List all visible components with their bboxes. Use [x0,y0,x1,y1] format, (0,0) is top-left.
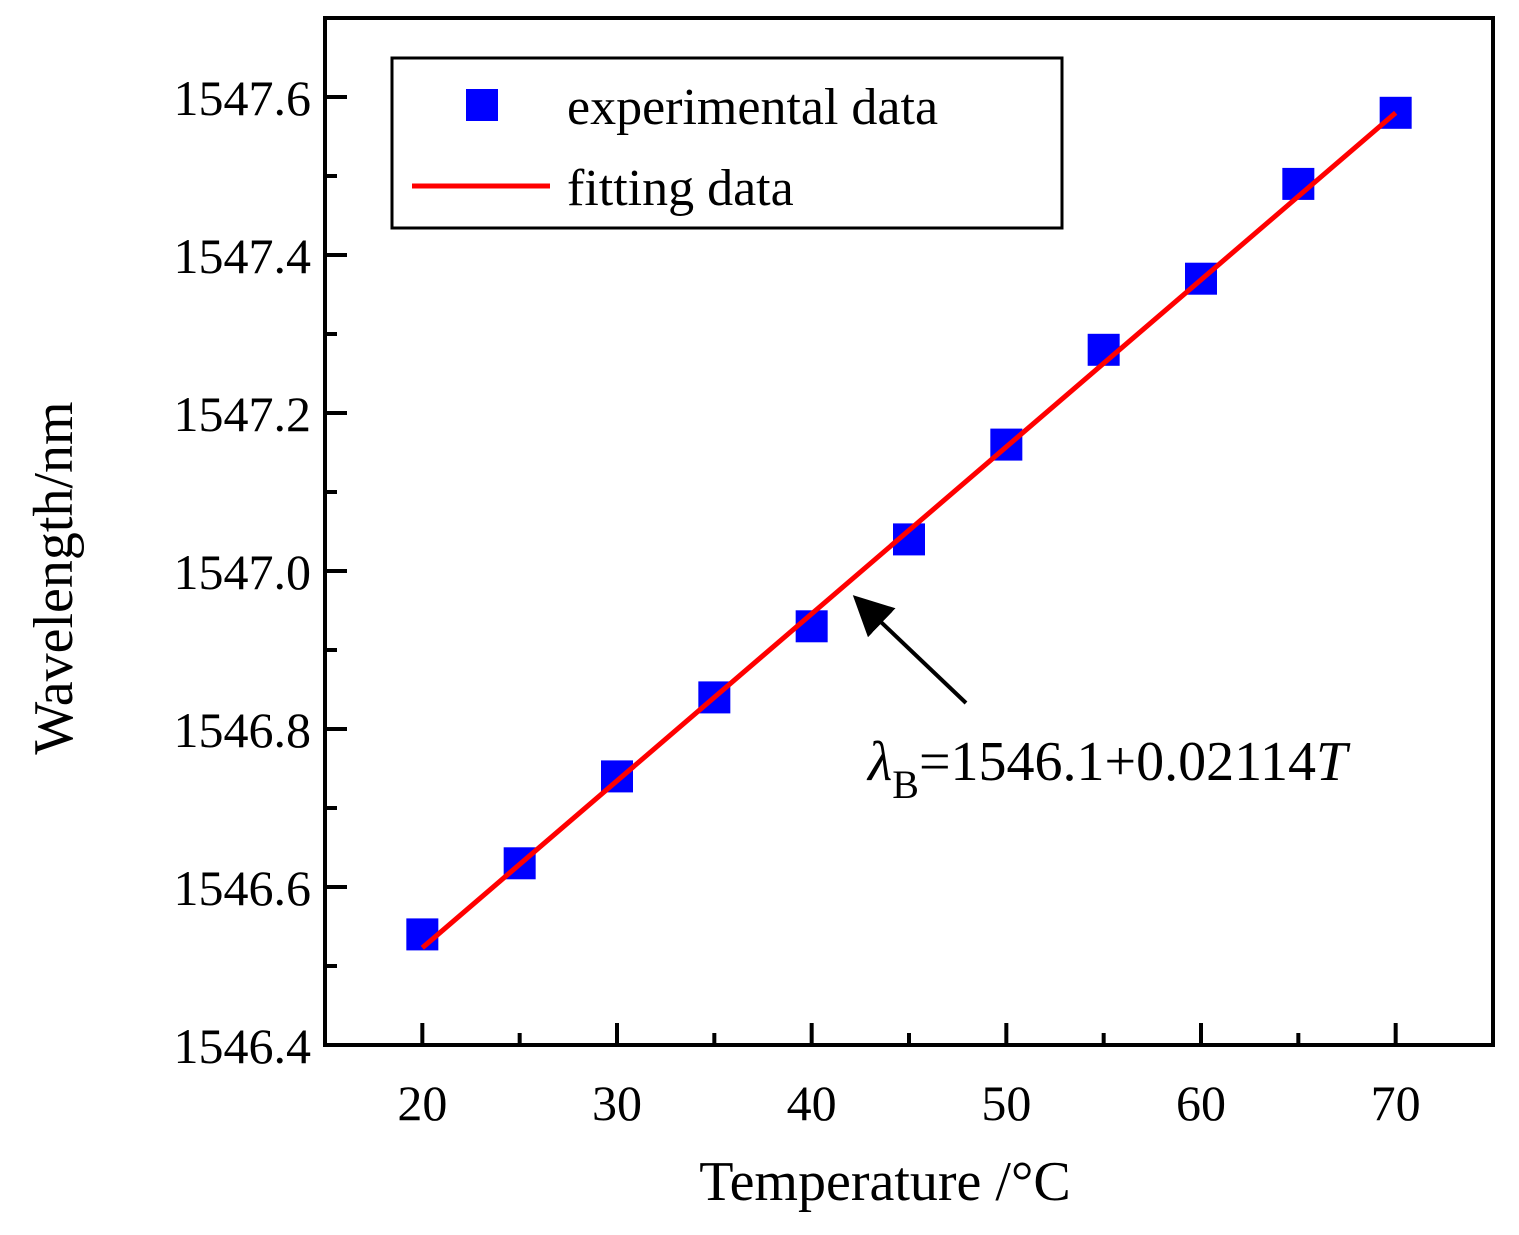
legend-marker-experimental [466,89,498,121]
legend: experimental data fitting data [390,56,1064,230]
y-tick-label: 1546.4 [174,1018,312,1074]
y-tick-label: 1547.2 [174,386,312,442]
x-tick-label: 50 [981,1075,1031,1131]
fit-line [420,110,1398,950]
x-axis-title: Temperature /°C [699,1151,1070,1213]
fit-equation: λB=1546.1+0.02114T [866,731,1351,807]
annotation-arrow [852,595,968,705]
y-tick-label: 1547.0 [174,544,312,600]
legend-label-experimental: experimental data [567,79,938,136]
x-tick-label: 40 [787,1075,837,1131]
x-tick-label: 20 [397,1075,447,1131]
legend-box [390,56,1064,230]
x-tick-label: 70 [1371,1075,1421,1131]
x-tick-label: 60 [1176,1075,1226,1131]
y-tick-label: 1547.4 [174,228,312,284]
y-tick-label: 1547.6 [174,70,312,126]
y-tick-label: 1546.8 [174,702,312,758]
legend-label-fitting: fitting data [567,160,794,217]
y-tick-label: 1546.6 [174,860,312,916]
x-tick-label: 30 [592,1075,642,1131]
y-axis-title: Wavelength/nm [23,401,85,754]
